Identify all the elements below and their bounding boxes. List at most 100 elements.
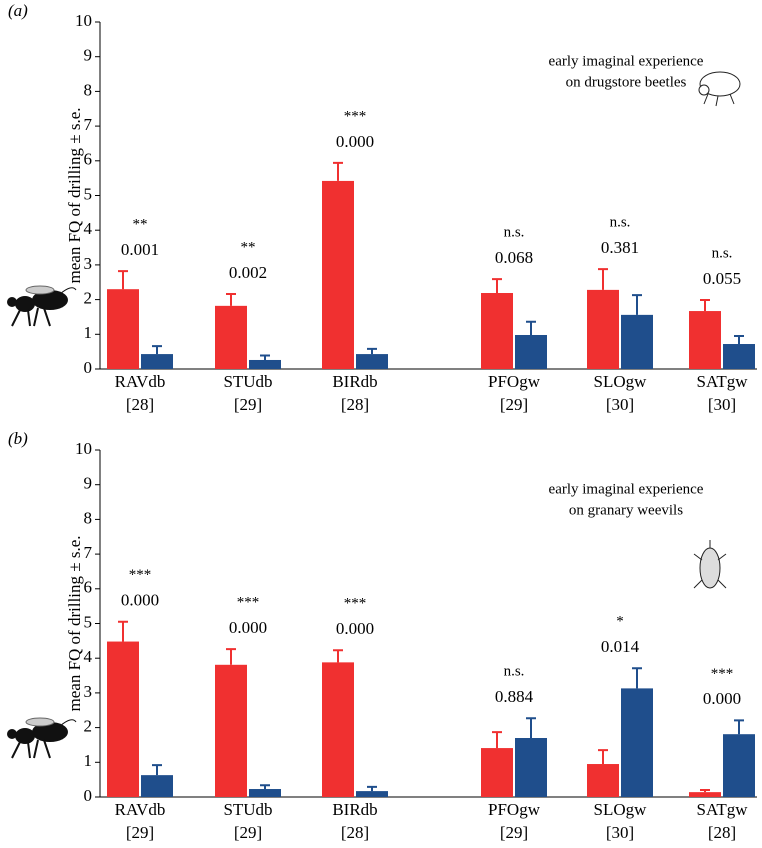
bar bbox=[141, 354, 173, 369]
bar bbox=[723, 344, 755, 369]
sample-size: [29] bbox=[126, 823, 154, 842]
wasp-icon bbox=[7, 285, 77, 327]
significance: ** bbox=[241, 239, 256, 255]
error-bar bbox=[632, 294, 642, 315]
error-bar bbox=[526, 320, 536, 335]
error-bar bbox=[367, 785, 377, 792]
bar bbox=[481, 748, 513, 797]
x-tick-label: SLOgw bbox=[594, 800, 648, 819]
note: on drugstore beetles bbox=[566, 74, 687, 90]
p-value: 0.000 bbox=[336, 132, 374, 151]
y-tick-label: 7 bbox=[84, 543, 93, 562]
panel-label: (b) bbox=[8, 429, 28, 448]
y-tick-label: 6 bbox=[84, 150, 93, 169]
bar bbox=[515, 738, 547, 797]
p-value: 0.381 bbox=[601, 238, 639, 257]
sample-size: [30] bbox=[606, 823, 634, 842]
x-tick-label: SATgw bbox=[696, 800, 748, 819]
y-axis-label: mean FQ of drilling ± s.e. bbox=[65, 107, 84, 283]
error-bar bbox=[598, 749, 608, 765]
y-tick-label: 9 bbox=[84, 474, 93, 493]
sample-size: [28] bbox=[341, 395, 369, 414]
significance: *** bbox=[344, 108, 367, 124]
significance: ** bbox=[133, 217, 148, 233]
significance: n.s. bbox=[712, 245, 733, 261]
error-bar bbox=[526, 717, 536, 739]
error-bar bbox=[367, 347, 377, 355]
y-tick-label: 4 bbox=[84, 647, 93, 666]
y-tick-label: 5 bbox=[84, 612, 93, 631]
bar bbox=[723, 734, 755, 797]
bar bbox=[215, 305, 247, 369]
x-tick-label: BIRdb bbox=[332, 372, 377, 391]
y-axis-label: mean FQ of drilling ± s.e. bbox=[65, 535, 84, 711]
p-value: 0.055 bbox=[703, 269, 741, 288]
x-tick-label: RAVdb bbox=[115, 800, 166, 819]
error-bar bbox=[700, 789, 710, 793]
p-value: 0.001 bbox=[121, 240, 159, 259]
y-tick-label: 9 bbox=[84, 46, 93, 65]
sample-size: [28] bbox=[126, 395, 154, 414]
sample-size: [30] bbox=[606, 395, 634, 414]
error-bar bbox=[118, 270, 128, 290]
bar bbox=[587, 764, 619, 797]
y-tick-label: 6 bbox=[84, 578, 93, 597]
y-tick-label: 0 bbox=[84, 358, 93, 377]
x-tick-label: SATgw bbox=[696, 372, 748, 391]
y-tick-label: 8 bbox=[84, 508, 93, 527]
bar bbox=[689, 792, 721, 797]
significance: *** bbox=[237, 595, 260, 611]
weevil-icon bbox=[693, 540, 727, 589]
significance: n.s. bbox=[504, 664, 525, 680]
bar bbox=[107, 289, 139, 369]
note: early imaginal experience bbox=[549, 481, 704, 497]
error-bar bbox=[333, 649, 343, 663]
bar bbox=[322, 662, 354, 797]
y-tick-label: 2 bbox=[84, 289, 93, 308]
beetle-icon bbox=[698, 71, 741, 107]
x-tick-label: STUdb bbox=[223, 800, 272, 819]
p-value: 0.000 bbox=[229, 618, 267, 637]
significance: *** bbox=[129, 567, 152, 583]
y-tick-label: 10 bbox=[75, 439, 92, 458]
note: on granary weevils bbox=[569, 502, 683, 518]
y-tick-label: 1 bbox=[84, 751, 93, 770]
significance: n.s. bbox=[610, 215, 631, 231]
bar bbox=[356, 354, 388, 369]
sample-size: [29] bbox=[234, 823, 262, 842]
sample-size: [28] bbox=[708, 823, 736, 842]
bar bbox=[356, 791, 388, 797]
error-bar bbox=[260, 784, 270, 790]
error-bar bbox=[598, 268, 608, 290]
note: early imaginal experience bbox=[549, 53, 704, 69]
x-tick-label: BIRdb bbox=[332, 800, 377, 819]
p-value: 0.000 bbox=[336, 619, 374, 638]
bar bbox=[322, 180, 354, 369]
bar bbox=[587, 289, 619, 369]
error-bar bbox=[333, 161, 343, 181]
bar bbox=[621, 688, 653, 797]
error-bar bbox=[700, 298, 710, 312]
p-value: 0.884 bbox=[495, 687, 534, 706]
bar bbox=[249, 359, 281, 369]
bar bbox=[621, 314, 653, 369]
bar bbox=[107, 641, 139, 797]
sample-size: [30] bbox=[708, 395, 736, 414]
x-tick-label: RAVdb bbox=[115, 372, 166, 391]
y-tick-label: 3 bbox=[84, 254, 93, 273]
sample-size: [29] bbox=[500, 395, 528, 414]
y-tick-label: 5 bbox=[84, 184, 93, 203]
sample-size: [29] bbox=[500, 823, 528, 842]
error-bar bbox=[152, 764, 162, 776]
x-tick-label: PFOgw bbox=[488, 800, 541, 819]
y-tick-label: 7 bbox=[84, 115, 93, 134]
x-tick-label: STUdb bbox=[223, 372, 272, 391]
y-tick-label: 2 bbox=[84, 717, 93, 736]
wasp-icon bbox=[7, 717, 77, 759]
significance: *** bbox=[344, 596, 367, 612]
error-bar bbox=[492, 731, 502, 749]
sample-size: [29] bbox=[234, 395, 262, 414]
significance: n.s. bbox=[504, 225, 525, 241]
bar bbox=[689, 311, 721, 369]
